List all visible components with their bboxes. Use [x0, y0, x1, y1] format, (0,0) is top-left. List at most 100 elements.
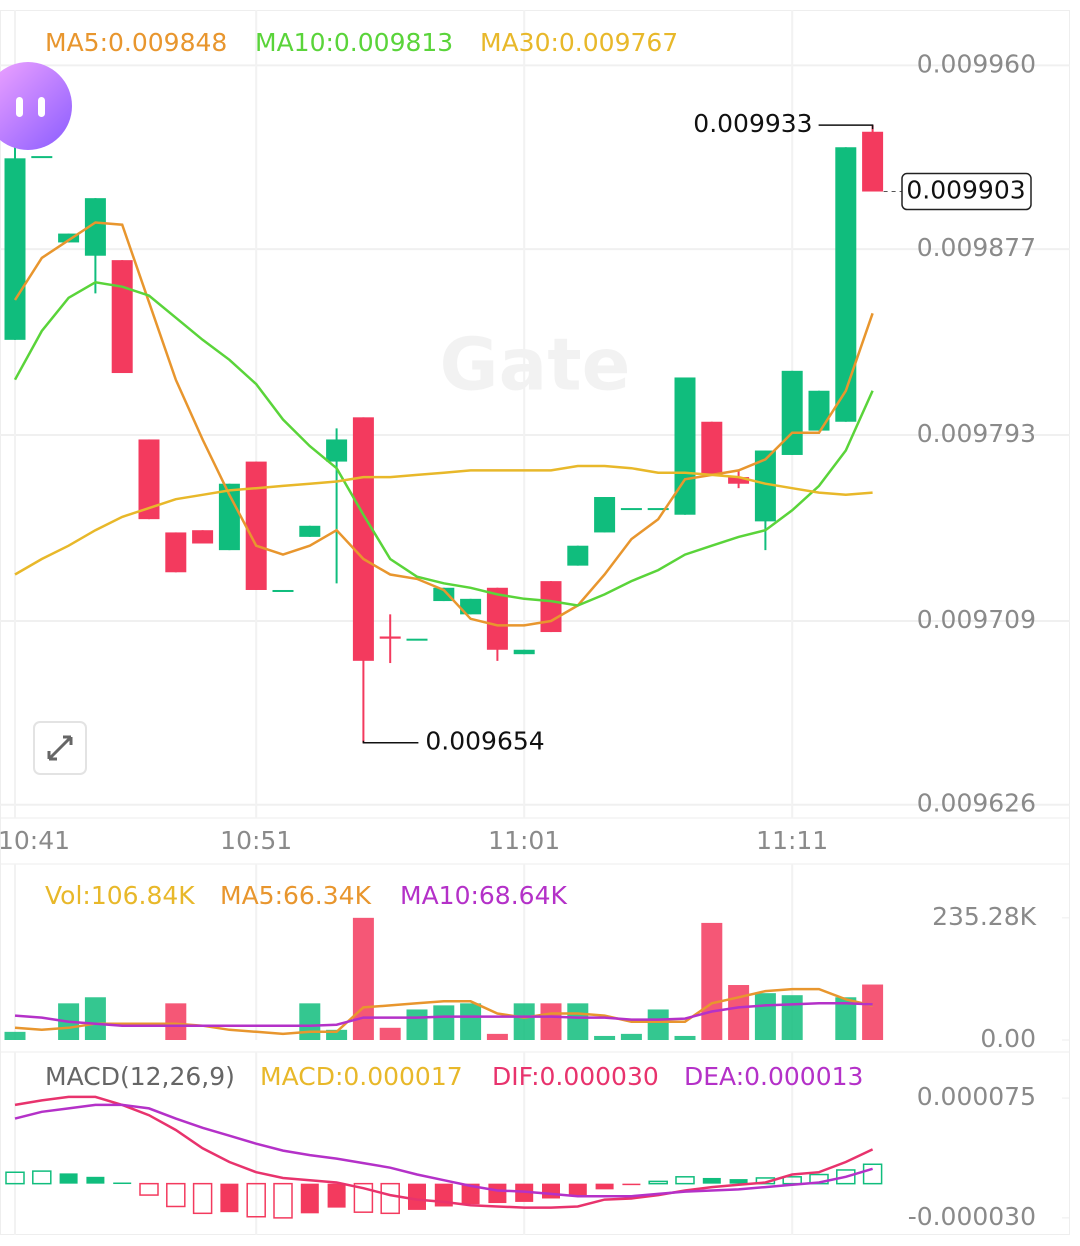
macd-bar [568, 1183, 587, 1197]
candle-body [486, 587, 508, 650]
candle-body [862, 131, 884, 192]
volume-bar [165, 1003, 187, 1040]
candle-body [728, 477, 750, 484]
legend-entry: DIF:0.000030 [492, 1062, 659, 1091]
volume-bar [781, 995, 803, 1040]
candle-body [701, 421, 723, 475]
candle-body [379, 636, 401, 639]
candle-body [111, 260, 133, 374]
macd-bar [327, 1183, 346, 1208]
macd-bar [461, 1183, 480, 1205]
high-price-label: 0.009933 [693, 109, 812, 138]
volume-bar [754, 993, 776, 1040]
macd-bar [595, 1183, 614, 1190]
indicator-line [13, 280, 874, 607]
candle-body [58, 233, 80, 243]
macd-bar [622, 1183, 641, 1186]
volume-bar [4, 1031, 26, 1040]
macd-bar [192, 1182, 213, 1215]
annotation-line [362, 740, 419, 744]
macd-bar [86, 1176, 105, 1184]
candle-body [835, 147, 857, 422]
volume-bar [486, 1033, 508, 1040]
macd-bar [300, 1183, 319, 1214]
volume-bar [567, 1003, 589, 1040]
candle-body [4, 158, 26, 340]
y-tick-label: 0.009709 [917, 605, 1036, 634]
volume-bar [862, 984, 884, 1040]
y-tick-label: 235.28K [932, 902, 1036, 931]
candle-body [594, 497, 616, 533]
legend-entry: Vol:106.84K [45, 881, 195, 910]
macd-bar [542, 1183, 560, 1199]
y-tick-label: 0.009960 [917, 49, 1036, 78]
y-tick-label: 0.009793 [917, 419, 1036, 448]
macd-bar [166, 1182, 186, 1208]
candle-body [808, 390, 830, 431]
volume-bar [433, 1005, 455, 1040]
macd-bar [836, 1169, 856, 1185]
volume-bar [701, 922, 723, 1040]
legend-entry: MA5:66.34K [220, 881, 372, 910]
candle-body [245, 461, 267, 590]
legend-entry: MACD:0.000017 [260, 1062, 463, 1091]
y-tick-label: 0.009626 [917, 789, 1036, 818]
volume-bar [460, 1003, 482, 1040]
y-tick-label: -0.000030 [908, 1202, 1036, 1231]
macd-bar [113, 1182, 132, 1185]
candle-body [620, 508, 642, 511]
plot: 0.009960 0.009877 0.009793 0.009709 0.009626… [0, 10, 1070, 1235]
macd-bar [59, 1173, 78, 1184]
legend-entry: MA10:68.64K [400, 881, 567, 910]
candle-body [326, 439, 348, 462]
candle-body [754, 450, 776, 522]
indicator-line [14, 987, 873, 1036]
y-tick-label: 0.009877 [917, 233, 1036, 262]
volume-bar [299, 1003, 321, 1040]
expand-button[interactable] [33, 721, 87, 775]
macd-bar [273, 1182, 293, 1219]
x-tick-label: 11:11 [756, 826, 828, 855]
indicator-line [14, 1095, 874, 1209]
candle-body [299, 525, 321, 537]
volume-bar [352, 917, 374, 1040]
macd-bar [32, 1170, 52, 1185]
macd-bar [408, 1183, 426, 1210]
indicator-title: MACD(12,26,9) [45, 1062, 235, 1091]
volume-bar [835, 997, 857, 1040]
candle-body [674, 377, 696, 515]
candle-body [567, 545, 589, 566]
volume-bar [594, 1035, 616, 1040]
legend-entry: MA10:0.009813 [255, 28, 453, 57]
volume-bar [406, 1009, 428, 1040]
candle-body [781, 370, 803, 455]
indicator-line [13, 221, 874, 627]
macd-bar [648, 1180, 668, 1185]
legend-entry: MA30:0.009767 [480, 28, 678, 57]
low-price-label: 0.009654 [425, 727, 544, 756]
candle-body [352, 417, 374, 661]
avatar [0, 62, 72, 150]
y-tick-label: 0.00 [980, 1024, 1036, 1053]
watermark: Gate [440, 323, 631, 407]
volume-bar [620, 1033, 642, 1040]
volume-bar [728, 985, 750, 1040]
frame [0, 10, 1070, 1235]
macd-bar [862, 1163, 883, 1185]
legend-entry: DEA:0.000013 [684, 1062, 863, 1091]
candle-body [31, 156, 53, 159]
x-tick-label: 11:01 [488, 826, 560, 855]
x-tick-label: 10:51 [220, 826, 292, 855]
y-tick-label: 0.000075 [917, 1082, 1036, 1111]
annotation-line [818, 124, 874, 130]
candle-body [513, 649, 535, 655]
volume-bar [513, 1003, 535, 1040]
candle-body [272, 589, 294, 592]
macd-bar [675, 1176, 695, 1185]
indicator-line [14, 464, 873, 576]
volume-bar [647, 1009, 669, 1040]
macd-bar [729, 1179, 748, 1184]
indicator-line [14, 1103, 873, 1198]
